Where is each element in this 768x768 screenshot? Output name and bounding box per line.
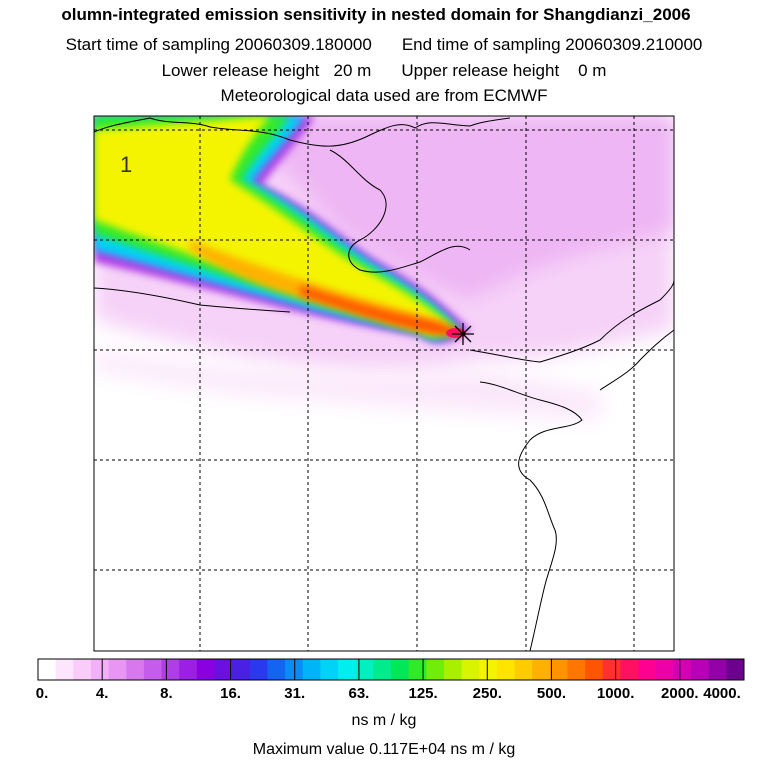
colorbar-swatch [461, 659, 480, 680]
colorbar-swatch [355, 659, 374, 680]
colorbar-swatch [73, 659, 92, 680]
colorbar-label: 8. [160, 685, 173, 702]
colorbar-label: 125. [408, 685, 438, 702]
colorbar-label: 0. [35, 685, 49, 702]
colorbar-swatch [426, 659, 445, 680]
colorbar-swatch [338, 659, 357, 680]
colorbar-swatch [708, 659, 727, 680]
colorbar-swatch [249, 659, 268, 680]
map-frame [93, 115, 675, 652]
lower-release-height: Lower release height 20 m [161, 61, 372, 80]
colorbar-label: 1000. [596, 685, 635, 702]
release-heights: Lower release height 20 m Upper release h… [0, 61, 768, 81]
colorbar-swatch [161, 659, 180, 680]
colorbar-swatch [602, 659, 621, 680]
colorbar-swatch [585, 659, 604, 680]
colorbar-label: 4. [95, 685, 109, 702]
colorbar-swatch [514, 659, 533, 680]
plume-core [300, 285, 462, 336]
colorbar-label: 63. [348, 685, 370, 702]
lat-lon-grid [94, 116, 674, 651]
colorbar-swatch [691, 659, 710, 680]
colorbar-label: 31. [284, 685, 306, 702]
colorbar-swatch [232, 659, 251, 680]
colorbar-swatch [408, 659, 427, 680]
colorbar-swatch [302, 659, 321, 680]
sensitivity-field [94, 116, 674, 651]
colorbar [37, 658, 745, 681]
colorbar-swatch [496, 659, 516, 680]
colorbar-label: 16. [220, 685, 241, 702]
colorbar-label: 500. [536, 685, 567, 702]
map-title: olumn-integrated emission sensitivity in… [61, 5, 691, 24]
southern-faint-area [94, 350, 600, 420]
colorbar-swatch [108, 659, 127, 680]
colorbar-swatch [143, 659, 163, 680]
colorbar-label: 250. [472, 685, 502, 702]
plume-yellow [94, 116, 455, 335]
colorbar-swatch [567, 659, 586, 680]
colorbar-swatch [179, 659, 198, 680]
colorbar-swatch [126, 659, 145, 680]
colorbar-swatch [373, 659, 392, 680]
sampling-times: Start time of sampling 20060309.180000 En… [0, 35, 768, 55]
colorbar-swatch [620, 659, 639, 680]
colorbar-swatch [726, 659, 745, 680]
end-time-label: End time of sampling 20060309.210000 [401, 35, 703, 54]
upper-release-height: Upper release height 0 m [401, 61, 607, 80]
colorbar-swatch [443, 659, 463, 680]
colorbar-label: 4000. [703, 685, 741, 702]
colorbar-swatch [638, 659, 657, 680]
colorbar-swatch [90, 659, 110, 680]
coastlines [94, 117, 674, 651]
colorbar-swatch [320, 659, 339, 680]
colorbar-swatch [38, 659, 57, 680]
colorbar-swatch [532, 659, 551, 680]
colorbar-swatch [549, 659, 568, 680]
met-data-source: Meteorological data used are from ECMWF [220, 86, 548, 105]
contour-label: 1 [120, 152, 133, 177]
colorbar-swatch [673, 659, 692, 680]
start-time-label: Start time of sampling 20060309.180000 [65, 35, 372, 54]
release-site-star-icon [452, 323, 474, 345]
colorbar-swatch [267, 659, 286, 680]
colorbar-swatch [391, 659, 410, 680]
colorbar-swatch [285, 659, 304, 680]
colorbar-swatch [196, 659, 215, 680]
colorbar-swatch [479, 659, 498, 680]
colorbar-units: ns m / kg [351, 712, 417, 729]
colorbar-swatch [655, 659, 674, 680]
moderate-sensitivity-area [230, 116, 674, 300]
colorbar-swatch [214, 659, 233, 680]
colorbar-swatch [55, 659, 74, 680]
maximum-value: Maximum value 0.117E+04 ns m / kg [252, 741, 516, 758]
colorbar-label: 2000. [661, 685, 699, 702]
